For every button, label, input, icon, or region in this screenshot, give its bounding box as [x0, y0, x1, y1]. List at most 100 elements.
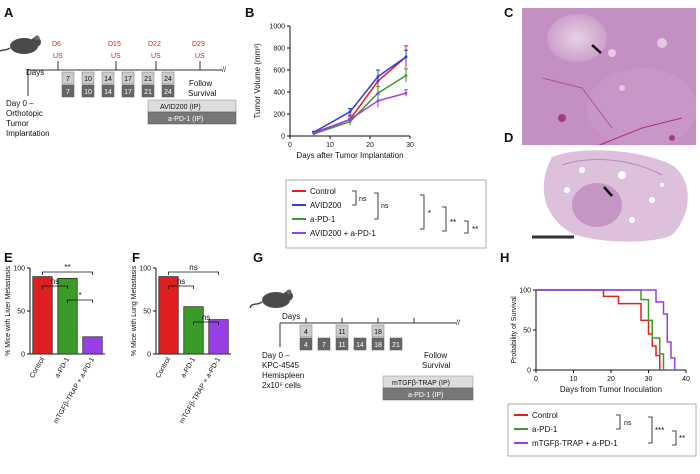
g-day0-line3: Hemispleen [262, 371, 304, 380]
bar [82, 336, 103, 355]
panel-label-f: F [132, 250, 140, 265]
y-axis-label: Tumor Volume (mm³) [253, 43, 262, 119]
a-days-label: Days [26, 68, 44, 77]
dose-day-bottom: 21 [144, 89, 152, 96]
dose-box-top [335, 324, 349, 338]
y-tick-label: 0 [281, 134, 285, 141]
y-tick-label: 800 [273, 46, 285, 53]
y-tick-label: 600 [273, 68, 285, 75]
significance-bracket [168, 271, 219, 275]
x-tick-label: 40 [682, 376, 690, 383]
significance-bracket [42, 285, 68, 289]
y-tick-label: 100 [139, 266, 151, 273]
g-treat2-label: a-PD-1 (IP) [408, 392, 443, 399]
panel-label-a: A [4, 5, 14, 20]
g-day0-line4: 2x10⁵ cells [262, 381, 301, 390]
dose-day-bottom: 18 [374, 342, 382, 349]
significance-bracket [464, 220, 469, 234]
legend-box [285, 179, 487, 249]
category-label: a-PD-1 [54, 356, 71, 379]
category-label: Control [29, 356, 47, 379]
legend-label: Control [310, 187, 336, 196]
us-day-d15: D15 [108, 41, 121, 48]
dose-box-top [81, 71, 95, 85]
data-point [312, 131, 316, 135]
dose-box-top [299, 324, 313, 338]
legend-box [507, 403, 697, 457]
dose-day-top: 21 [144, 76, 152, 83]
dose-day-top: 7 [66, 76, 70, 83]
us-label-d15: US [111, 53, 121, 60]
series-line-2 [313, 74, 407, 135]
mouse-icon [0, 35, 41, 54]
survival-curve-1 [536, 289, 665, 370]
stat-label: ns [51, 277, 59, 286]
us-day-d29: D29 [192, 41, 205, 48]
x-tick-label: 10 [326, 142, 334, 149]
x-tick-label: 20 [366, 142, 374, 149]
panel-label-b: B [245, 5, 254, 20]
data-point [376, 99, 380, 103]
y-axis-label: % Mice with Lung Metastasis [131, 265, 138, 356]
dose-box-bottom [141, 84, 155, 98]
y-tick-label: 50 [523, 328, 531, 335]
dose-day-top: 10 [84, 76, 92, 83]
arrow-marker [603, 186, 613, 197]
significance-bracket [616, 414, 621, 430]
us-label-d6: US [53, 53, 63, 60]
x-tick-label: 0 [288, 142, 292, 149]
a-treat2-label: a-PD-1 (IP) [168, 116, 203, 123]
dose-day-top: 24 [164, 76, 172, 83]
legend-label: Control [532, 411, 558, 420]
dose-box-bottom [121, 84, 135, 98]
panel-label-d: D [504, 130, 513, 145]
a-follow-line2: Survival [188, 89, 217, 98]
dose-box-bottom [161, 84, 175, 98]
panel-a-schematic: Days // D6 US D15 US D22 US D29 US 7 7 10 1… [0, 35, 237, 138]
category-label: a-PD-1 [180, 356, 197, 379]
survival-curve-0 [536, 289, 661, 370]
dose-day-bottom: 17 [124, 89, 132, 96]
data-point [348, 118, 352, 121]
dose-day-top: 17 [124, 76, 132, 83]
dose-day-bottom: 4 [304, 342, 308, 349]
panel-label-h: H [500, 250, 509, 265]
dose-box-bottom [353, 337, 367, 351]
panel-g-schematic: Days // 4 11 18 4 7 11 14 18 21 Day 0 – KPC-4545… [249, 289, 474, 401]
dose-box-top [101, 71, 115, 85]
dose-day-bottom: 14 [356, 342, 364, 349]
histology-lung-image [522, 145, 696, 245]
bar [208, 319, 229, 355]
bar [158, 276, 179, 355]
dose-day-top: 11 [338, 329, 345, 336]
x-axis-label: Days after Tumor Implantation [296, 151, 403, 160]
stat-label: ** [472, 225, 478, 234]
dose-box-bottom [317, 337, 331, 351]
data-point [348, 110, 352, 114]
dose-day-bottom: 21 [392, 342, 400, 349]
chart-e-liver-metastasis: 0 50 100% Mice with Liver Metastasis Contro… [5, 263, 105, 425]
us-day-d6: D6 [52, 41, 61, 48]
significance-bracket [193, 321, 219, 325]
significance-bracket [648, 416, 653, 444]
dose-box-bottom [61, 84, 75, 98]
treatment-bar-2 [147, 111, 237, 125]
dose-box-bottom [371, 337, 385, 351]
y-tick-label: 0 [147, 352, 151, 359]
g-days-label: Days [282, 312, 300, 321]
y-tick-label: 200 [273, 112, 285, 119]
g-day0-line2: KPC-4545 [262, 361, 299, 370]
significance-bracket [352, 190, 357, 206]
a-day0-line1: Day 0 – [6, 99, 34, 108]
dose-box-top [61, 71, 75, 85]
y-tick-label: 100 [519, 288, 531, 295]
y-tick-label: 50 [17, 309, 25, 316]
y-tick-label: 1000 [269, 24, 285, 31]
dose-day-top: 14 [104, 76, 112, 83]
bar [32, 276, 53, 355]
y-tick-label: 0 [527, 368, 531, 375]
panel-label-e: E [4, 250, 13, 265]
